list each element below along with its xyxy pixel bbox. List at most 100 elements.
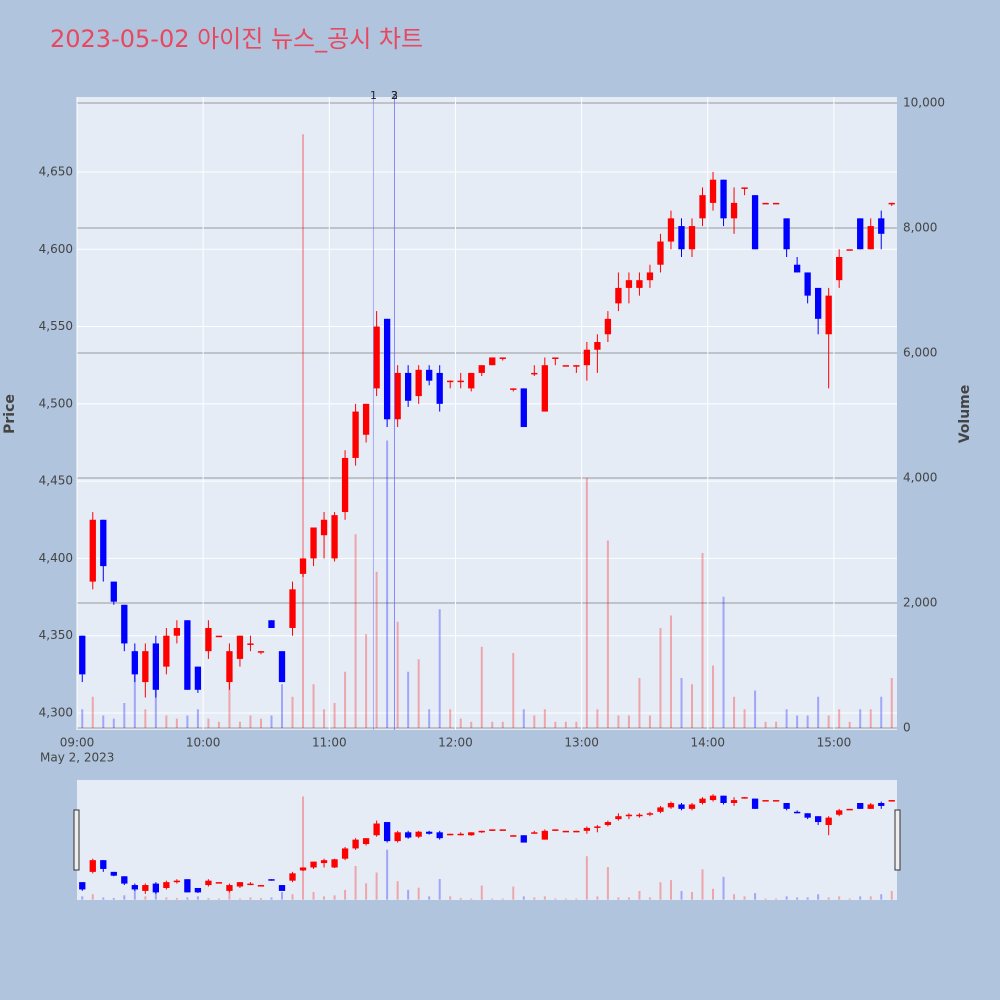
range-slider[interactable] [77,780,897,900]
mini-volume-bar [386,849,389,900]
candle-body [383,318,391,420]
candle-body [751,195,759,250]
mini-candle-body [289,873,296,881]
candle-body [331,515,338,559]
mini-volume-bar [533,897,536,900]
mini-candle-body [751,798,759,809]
mini-volume-bar [217,898,220,900]
candle-body [426,369,433,381]
volume-bar [407,671,410,728]
mini-candle-body [352,839,359,849]
candle-body [215,635,223,638]
candle-body [594,342,601,350]
annotation-label: 1 [370,89,377,102]
candle-body [783,218,790,250]
mini-candle-body [426,831,433,834]
volume-bar [659,628,662,728]
volume-bar [217,721,220,728]
mini-candle-body [678,804,685,809]
plot-area [77,97,897,730]
volume-bar [817,696,820,728]
mini-candle-body [468,832,475,836]
candle-body [163,635,170,667]
mini-candle-body [573,830,580,833]
mini-candle-body [194,887,202,893]
volume-bar [806,715,809,728]
mini-volume-bar [669,880,672,900]
candle-body [720,179,727,219]
mini-volume-bar [827,897,830,900]
candle-body [615,287,622,304]
mini-volume-bar [564,898,567,900]
volume-bar [375,571,378,728]
candle-body [520,388,527,428]
mini-volume-bar [680,890,683,900]
chart-title: 2023-05-02 아이진 뉴스_공시 차트 [50,25,423,53]
volume-bar [175,718,178,728]
y2-axis-label: Volume [957,385,973,444]
mini-volume-bar [585,856,588,900]
x-tick-label: 15:00 [817,736,852,750]
volume-bar [859,709,862,728]
volume-bar [606,540,609,728]
mini-candle-body [226,885,233,891]
mini-candle-body [310,861,317,868]
candle-body [857,218,864,250]
volume-bar [648,715,651,728]
mini-candle-body [625,814,633,817]
volume-bar [470,721,473,728]
mini-volume-bar [459,898,462,900]
range-handle[interactable] [894,809,901,871]
mini-candle-body [636,814,643,817]
mini-volume-bar [785,896,788,900]
volume-bar [501,721,504,728]
mini-candle-body [173,880,181,883]
volume-bar [543,709,546,728]
volume-bar [386,440,389,728]
mini-volume-bar [491,898,494,900]
candle-body [709,179,717,203]
range-handle[interactable] [73,809,80,871]
candle-body [299,558,307,574]
volume-bar [880,696,883,728]
mini-candle-body [278,885,286,891]
mini-volume-bar [470,898,473,900]
candle-body [636,280,643,288]
mini-volume-bar [501,898,504,900]
mini-volume-bar [575,898,578,900]
mini-candle-body [331,859,338,868]
mini-volume-bar [638,890,641,900]
mini-candle-body [520,835,527,843]
mini-candle-body [362,838,370,845]
mini-candle-body [531,832,538,834]
mini-volume-bar [512,886,515,900]
mini-candle-body [383,822,391,842]
mini-volume-bar [281,892,283,900]
candle-body [341,457,349,513]
y2-tick-label: 8,000 [903,221,937,235]
mini-volume-bar [480,885,483,900]
mini-candle-body [499,829,506,831]
volume-bar [701,553,704,728]
candle-body [110,581,117,602]
volume-bar [186,715,189,728]
volume-bar [890,678,893,728]
volume-bar [827,715,830,728]
mini-volume-bar [775,898,778,900]
candle-body [173,627,181,636]
mini-volume-bar [144,896,147,900]
y-tick-label: 4,600 [39,242,73,256]
candle-body [499,357,506,359]
mini-volume-bar [712,888,715,900]
candle-body [867,226,874,250]
mini-volume-bar [606,867,609,900]
mini-candle-body [709,795,717,801]
volume-bar [691,684,693,728]
candle-body [468,372,475,389]
mini-candle-body [394,832,401,842]
candle-body [888,202,895,205]
mini-volume-bar [701,869,704,900]
volume-bar [196,709,199,728]
volume-bar [354,534,357,728]
mini-candle-body [142,885,149,891]
